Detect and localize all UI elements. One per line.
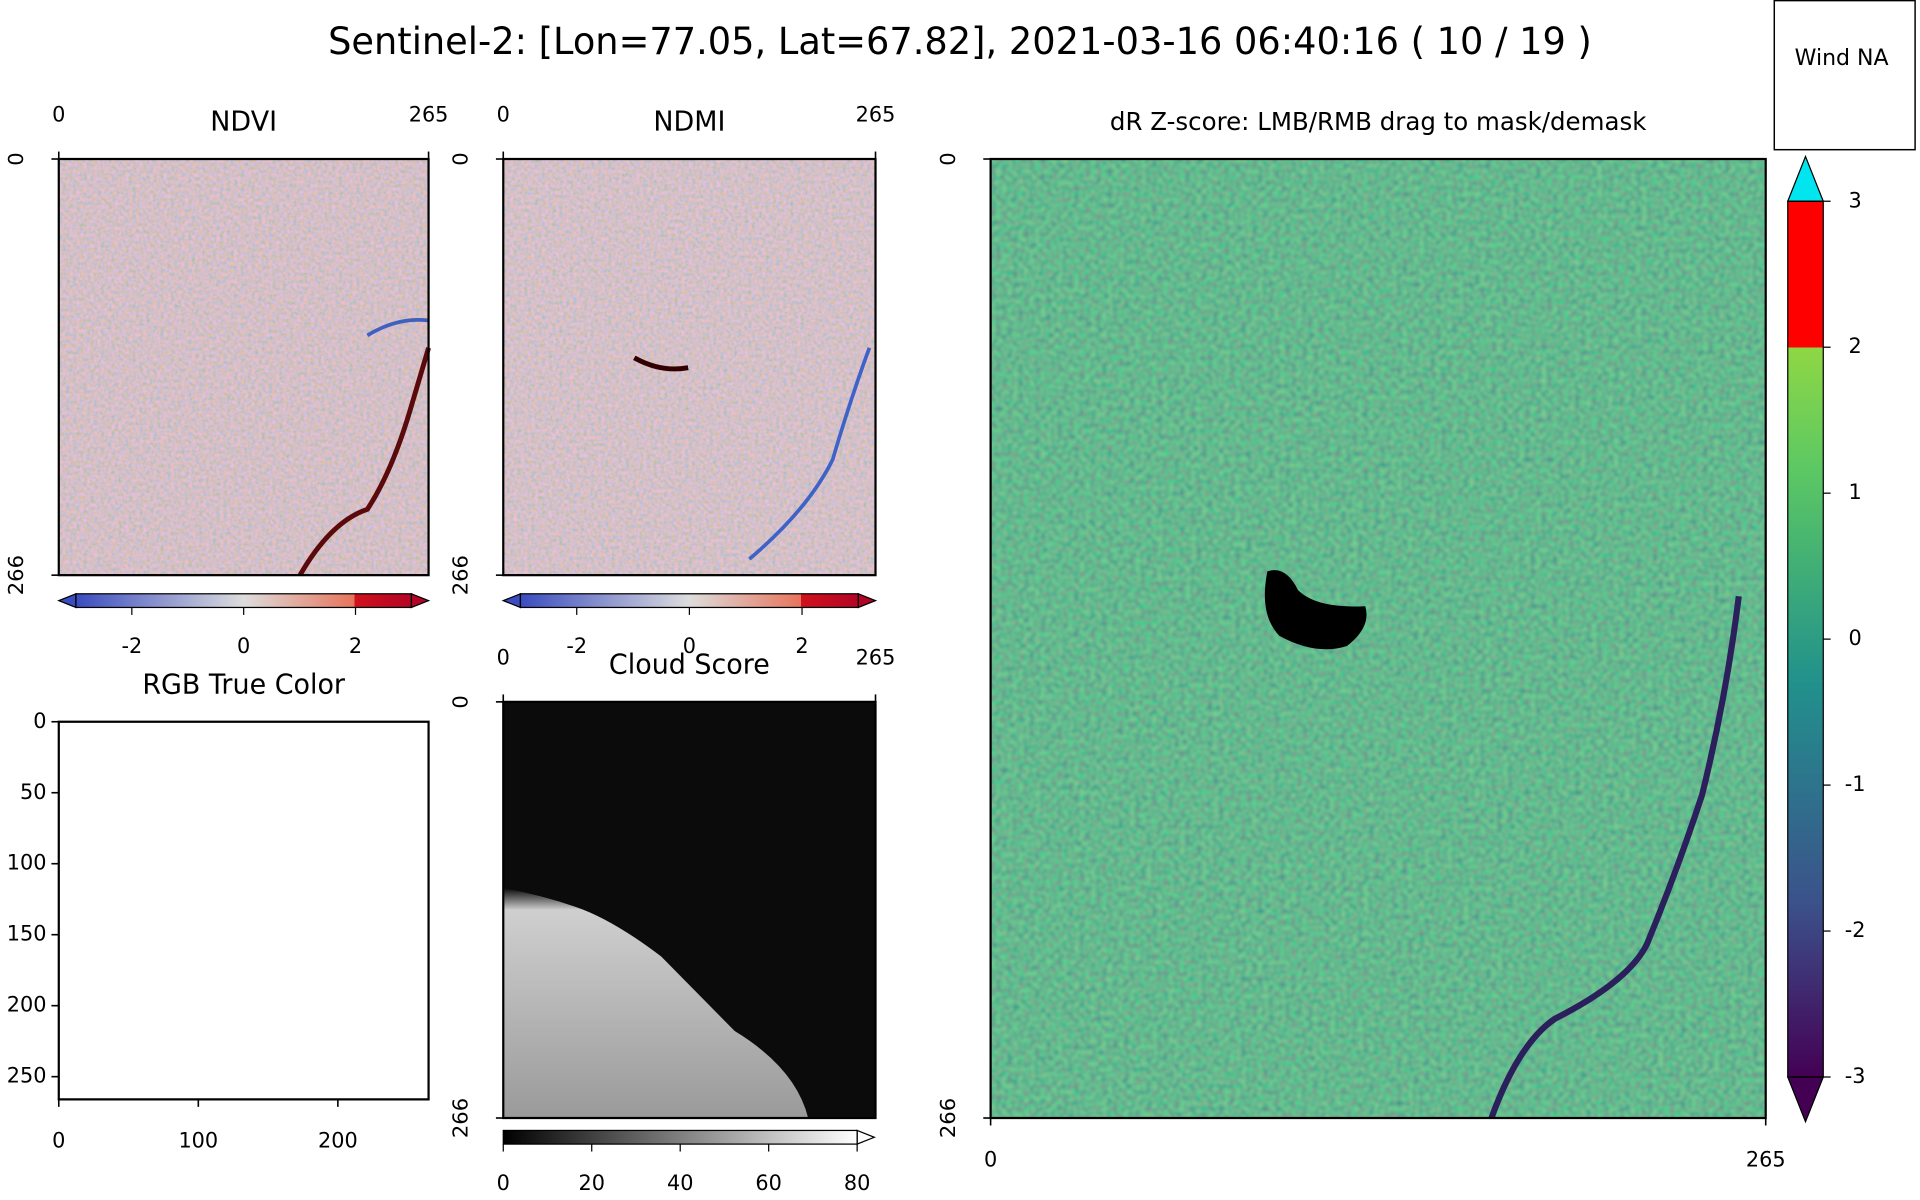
colorbar-tick-label: -2 [1845,918,1866,942]
x-tick-label: 265 [409,102,449,126]
x-tick-label: 0 [52,102,65,126]
wind-box [1773,0,1916,151]
axes-frame [502,700,877,1120]
wind-label: Wind NA [1795,45,1889,71]
axes-frame [57,720,430,1101]
y-tick-label: 266 [449,555,473,595]
x-tick-label: 0 [984,1147,997,1171]
colorbar-tick-label: 0 [237,634,250,658]
axes-frame [57,157,430,577]
colorbar-tick-label: 2 [349,634,362,658]
x-tick-label: 0 [497,102,510,126]
colorbar-tick-label: -2 [121,634,142,658]
colorbar-extend [856,1129,876,1146]
panel-title: Cloud Score [609,649,770,680]
colorbar-tick-label: 1 [1848,480,1861,504]
colorbar-tick-label: 60 [755,1171,781,1195]
y-tick-label: 0 [449,695,473,708]
colorbar-tick-label: 2 [795,634,808,658]
y-tick-label: 50 [20,780,46,804]
ndmi-image [503,159,876,576]
colorbar-tick-label: 20 [578,1171,604,1195]
colorbar-tick-label: 2 [1848,334,1861,358]
colorbar-tick-label: -2 [566,634,587,658]
x-tick-label: 200 [318,1129,358,1153]
colorbar-extend [57,592,77,609]
y-tick-label: 100 [7,851,47,875]
colorbar-extend [410,592,431,609]
y-tick-label: 0 [449,152,473,165]
colorbar-tick-label: -1 [1845,772,1866,796]
colorbar-extend [1786,1076,1825,1124]
y-tick-label: 266 [936,1098,960,1138]
colorbar-tick-label: 0 [683,634,696,658]
panel-title: NDMI [653,106,725,137]
zscore-image [990,159,1766,1120]
panel-title: NDVI [210,106,277,137]
colorbar-tick-label: 40 [667,1171,693,1195]
colorbar [1787,201,1824,1078]
colorbar-extend [857,592,878,609]
colorbar-extend [1786,154,1825,202]
ndvi-image [58,159,431,577]
y-tick-label: 200 [7,993,47,1017]
y-tick-label: 0 [4,152,28,165]
axes-frame [502,157,877,577]
colorbar [75,593,412,608]
y-tick-label: 266 [4,555,28,595]
panel-title: RGB True Color [142,669,346,700]
rgb-image [58,721,429,1100]
colorbar-tick-label: 0 [1848,626,1861,650]
x-tick-label: 100 [178,1129,218,1153]
colorbar [520,593,859,608]
colorbar-tick-label: 3 [1848,188,1861,212]
y-tick-label: 0 [936,152,960,165]
y-tick-label: 250 [7,1064,47,1088]
y-tick-label: 150 [7,922,47,946]
x-tick-label: 265 [1746,1147,1786,1171]
y-tick-label: 0 [33,709,46,733]
x-tick-label: 265 [856,102,896,126]
x-tick-label: 0 [497,645,510,669]
panel-title: dR Z-score: LMB/RMB drag to mask/demask [1110,107,1647,136]
y-tick-label: 266 [449,1098,473,1138]
colorbar-tick-label: 0 [497,1171,510,1195]
cloud-image [503,701,876,1119]
colorbar-extend [501,592,522,609]
x-tick-label: 0 [52,1129,65,1153]
figure-title: Sentinel-2: [Lon=77.05, Lat=67.82], 2021… [328,20,1592,63]
colorbar-tick-label: -3 [1845,1064,1866,1088]
colorbar-tick-label: 80 [844,1171,870,1195]
axes-frame [989,157,1767,1120]
colorbar [503,1130,858,1145]
x-tick-label: 265 [856,645,896,669]
